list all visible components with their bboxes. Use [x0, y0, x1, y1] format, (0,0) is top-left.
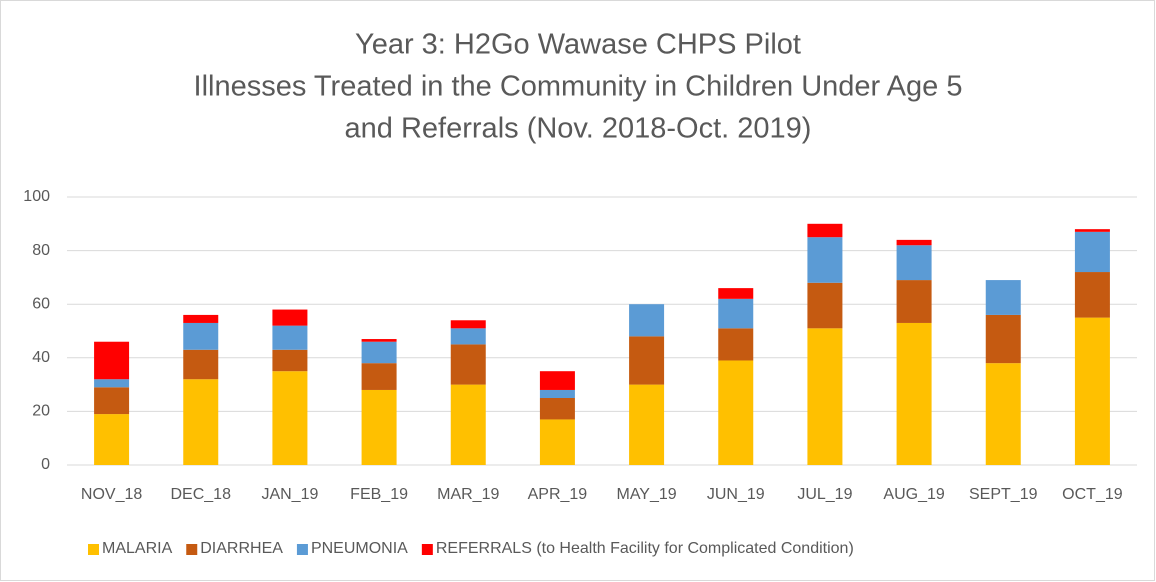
bar-segment — [450, 328, 486, 345]
bar-segment — [272, 371, 308, 465]
x-tick-label: NOV_18 — [81, 486, 142, 503]
x-tick-label: AUG_19 — [883, 486, 944, 503]
chart-title: and Referrals (Nov. 2018-Oct. 2019) — [345, 113, 812, 145]
legend-label: DIARRHEA — [200, 540, 283, 557]
bar-segment — [183, 314, 219, 323]
legend-label: MALARIA — [102, 540, 173, 557]
bar-segment — [361, 389, 397, 465]
x-tick-label: JUN_19 — [707, 486, 765, 503]
bar-segment — [450, 344, 486, 385]
bar-segment — [896, 239, 932, 246]
bar-segment — [272, 349, 308, 372]
y-tick-label: 40 — [32, 349, 50, 366]
bar-segment — [718, 328, 754, 361]
bar-segment — [539, 419, 575, 465]
chart-title: Year 3: H2Go Wawase CHPS Pilot — [355, 29, 801, 61]
x-tick-label: APR_19 — [528, 486, 588, 503]
bar-segment — [985, 314, 1021, 364]
x-tick-label: FEB_19 — [350, 486, 408, 503]
bar-segment — [539, 389, 575, 398]
y-tick-label: 80 — [32, 242, 50, 259]
y-tick-label: 0 — [41, 456, 50, 473]
bar-segment — [539, 398, 575, 420]
legend-label: REFERRALS (to Health Facility for Compli… — [436, 540, 854, 557]
bar-segment — [896, 245, 932, 281]
legend-label: PNEUMONIA — [311, 540, 408, 557]
bar-segment — [183, 322, 219, 350]
bar-segment — [807, 223, 843, 238]
x-tick-label: JAN_19 — [261, 486, 318, 503]
bar-segment — [94, 414, 130, 465]
bar-segment — [272, 325, 308, 350]
bar-segment — [896, 322, 932, 465]
bar-segment — [718, 298, 754, 329]
legend-swatch — [88, 544, 99, 555]
bar-segment — [629, 384, 665, 465]
x-tick-label: JUL_19 — [797, 486, 852, 503]
bar-segment — [718, 288, 754, 299]
bar-segment — [361, 341, 397, 364]
chart-title: Illnesses Treated in the Community in Ch… — [194, 71, 963, 103]
bar-segment — [1074, 317, 1110, 465]
legend-swatch — [296, 544, 308, 555]
legend-swatch — [421, 544, 433, 555]
bar-segment — [629, 336, 665, 385]
bar-segment — [629, 304, 665, 337]
bar-segment — [272, 309, 308, 326]
bar-segment — [450, 384, 486, 465]
bar-segment — [1074, 231, 1110, 273]
bar-segment — [718, 360, 754, 465]
x-tick-label: MAR_19 — [437, 486, 499, 503]
y-tick-label: 60 — [32, 295, 50, 312]
bar-segment — [183, 349, 219, 380]
bar-segment — [985, 280, 1021, 315]
x-tick-label: SEPT_19 — [969, 486, 1038, 503]
bar-segment — [807, 328, 843, 465]
bar-segment — [985, 363, 1021, 465]
bar-segment — [450, 320, 486, 329]
bar-segment — [183, 379, 219, 465]
bar-segment — [1074, 272, 1110, 318]
bar-segment — [807, 282, 843, 329]
bar-segment — [361, 363, 397, 390]
x-tick-label: OCT_19 — [1062, 486, 1123, 503]
y-tick-label: 100 — [23, 188, 50, 205]
y-tick-label: 20 — [32, 403, 50, 420]
legend-swatch — [186, 544, 198, 555]
bar-segment — [94, 387, 130, 415]
bar-segment — [896, 280, 932, 323]
x-tick-label: MAY_19 — [616, 486, 676, 503]
bar-segment — [361, 339, 397, 342]
bar-segment — [539, 371, 575, 390]
bar-segment — [1074, 229, 1110, 232]
bar-segment — [94, 379, 130, 388]
x-tick-label: DEC_18 — [171, 486, 232, 503]
bar-segment — [807, 237, 843, 283]
bar-segment — [94, 341, 130, 380]
